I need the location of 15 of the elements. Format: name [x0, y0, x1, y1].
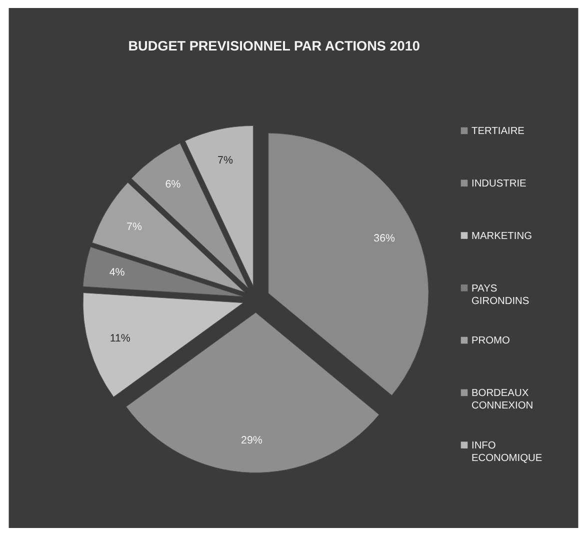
data-label: 29% [241, 434, 263, 446]
data-label: 6% [165, 178, 182, 190]
legend-label: TERTIAIRE [472, 126, 525, 138]
legend-label: MARKETING [472, 230, 532, 242]
data-label: 7% [126, 220, 142, 233]
data-label: 11% [110, 332, 131, 344]
legend-label: PROMO [472, 336, 510, 347]
legend-label: INDUSTRIE [472, 178, 527, 190]
data-label: 7% [218, 154, 234, 167]
chart-title: BUDGET PREVISIONNEL PAR ACTIONS 2010 [128, 38, 420, 54]
legend-label: INFO ECONOMIQUE [472, 440, 542, 464]
data-label: 36% [374, 232, 396, 245]
legend-label: PAYS GIRONDINS [472, 283, 530, 307]
legend-label: BORDEAUX CONNEXION [472, 388, 534, 412]
data-label: 4% [109, 266, 126, 278]
